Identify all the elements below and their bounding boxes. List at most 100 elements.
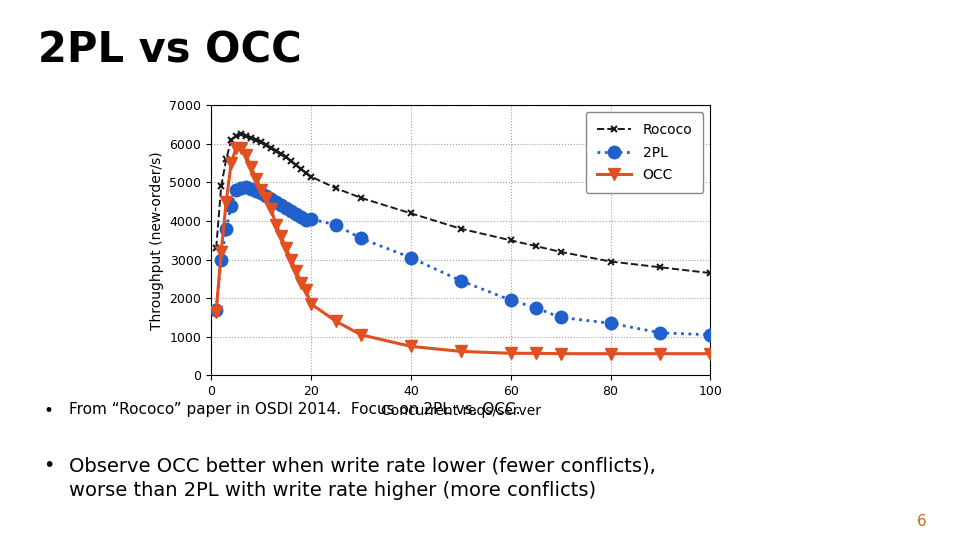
Rococo [271, 147, 282, 154]
OCC [265, 206, 276, 213]
Text: •: • [43, 402, 53, 420]
OCC [271, 221, 282, 228]
OCC [455, 348, 467, 355]
OCC [235, 145, 247, 151]
Rococo [235, 131, 247, 138]
2PL [235, 185, 247, 192]
Text: Observe OCC better when write rate lower (fewer conflicts),
worse than 2PL with : Observe OCC better when write rate lower… [69, 456, 656, 500]
2PL [530, 305, 541, 311]
OCC [405, 343, 417, 349]
Rococo [230, 133, 242, 139]
Rococo [405, 210, 417, 217]
OCC [230, 145, 242, 151]
2PL [246, 186, 257, 192]
OCC [255, 187, 267, 193]
OCC [505, 350, 516, 356]
Rococo [305, 173, 317, 180]
Line: Rococo: Rococo [213, 131, 714, 276]
2PL [260, 193, 272, 199]
Text: 2PL vs OCC: 2PL vs OCC [38, 30, 302, 72]
2PL [555, 314, 566, 321]
OCC [280, 245, 292, 251]
Rococo [260, 141, 272, 148]
2PL [255, 190, 267, 197]
Rococo [255, 139, 267, 145]
OCC [240, 152, 252, 159]
2PL [305, 216, 317, 222]
Rococo [655, 264, 666, 271]
Rococo [555, 248, 566, 255]
Rococo [240, 133, 252, 139]
Line: 2PL: 2PL [210, 181, 717, 341]
Text: 6: 6 [917, 514, 926, 529]
2PL [300, 217, 312, 224]
X-axis label: Concurrent reqs/server: Concurrent reqs/server [381, 403, 540, 417]
2PL [330, 221, 342, 228]
2PL [405, 254, 417, 261]
Y-axis label: Throughput (new-order/s): Throughput (new-order/s) [150, 151, 164, 329]
Rococo [705, 270, 716, 276]
OCC [260, 194, 272, 201]
Rococo [276, 151, 287, 157]
2PL [215, 256, 227, 263]
Rococo [605, 258, 616, 265]
OCC [210, 308, 222, 315]
OCC [330, 318, 342, 325]
2PL [296, 214, 307, 220]
OCC [655, 350, 666, 357]
Rococo [280, 154, 292, 160]
Rococo [505, 237, 516, 244]
OCC [290, 268, 301, 274]
2PL [276, 201, 287, 208]
Rococo [290, 162, 301, 168]
Rococo [300, 170, 312, 176]
OCC [215, 248, 227, 255]
2PL [271, 199, 282, 205]
OCC [555, 350, 566, 357]
Rococo [530, 243, 541, 249]
Text: From “Rococo” paper in OSDI 2014.  Focus on 2PL vs. OCC.: From “Rococo” paper in OSDI 2014. Focus … [69, 402, 520, 417]
OCC [285, 256, 297, 263]
2PL [285, 208, 297, 214]
OCC [300, 287, 312, 294]
Text: •: • [43, 456, 55, 475]
2PL [210, 307, 222, 313]
2PL [240, 184, 252, 191]
OCC [246, 164, 257, 170]
2PL [290, 211, 301, 217]
OCC [605, 350, 616, 357]
OCC [226, 160, 237, 166]
Rococo [221, 156, 232, 163]
2PL [280, 204, 292, 211]
2PL [605, 320, 616, 327]
Rococo [296, 166, 307, 172]
OCC [305, 301, 317, 307]
OCC [530, 350, 541, 356]
Rococo [251, 137, 262, 143]
Line: OCC: OCC [210, 141, 717, 360]
2PL [655, 329, 666, 336]
Rococo [285, 158, 297, 165]
Rococo [226, 137, 237, 143]
Rococo [355, 194, 367, 201]
2PL [230, 187, 242, 193]
Rococo [210, 245, 222, 251]
OCC [276, 233, 287, 240]
Legend: Rococo, 2PL, OCC: Rococo, 2PL, OCC [586, 112, 704, 193]
2PL [226, 202, 237, 209]
OCC [251, 176, 262, 182]
2PL [355, 235, 367, 241]
Rococo [246, 135, 257, 141]
2PL [265, 195, 276, 202]
Rococo [215, 183, 227, 190]
Rococo [265, 145, 276, 151]
2PL [505, 297, 516, 303]
2PL [455, 278, 467, 284]
Rococo [330, 185, 342, 192]
OCC [355, 332, 367, 338]
2PL [705, 332, 716, 338]
OCC [705, 350, 716, 357]
2PL [221, 226, 232, 232]
OCC [221, 199, 232, 205]
OCC [296, 280, 307, 286]
